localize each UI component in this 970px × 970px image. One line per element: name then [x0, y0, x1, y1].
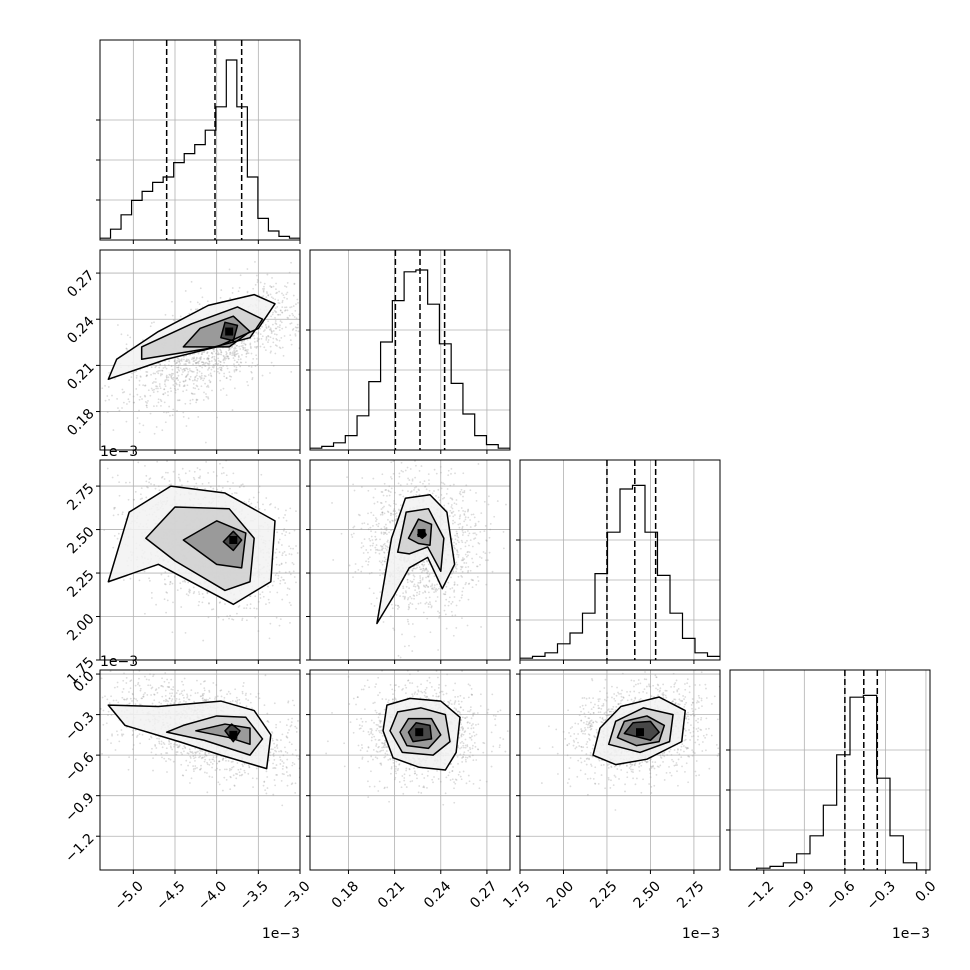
x-tick-label: 0.27	[467, 878, 500, 911]
contour-line	[220, 321, 239, 342]
contour-line	[376, 494, 456, 625]
histogram-step-line	[730, 694, 930, 870]
y-tick-label: −0.6	[62, 749, 97, 784]
scatter-panel-0-3: −5.0 −4.5 −4.0 −3.5 −3.0−1.2−0.9−0.6−0.30.0	[62, 668, 313, 913]
x-offset-label: 1e−3	[682, 926, 720, 942]
x-tick-label: 0.24	[421, 878, 454, 911]
contour-line	[389, 707, 451, 756]
contour-line	[407, 721, 433, 743]
histogram-panel-1	[306, 249, 511, 454]
y-tick-label: 2.25	[64, 567, 97, 600]
x-tick-label: 2.75	[674, 878, 707, 911]
contour-line	[107, 293, 276, 380]
density-peak	[229, 730, 238, 739]
contour-line	[407, 518, 433, 546]
y-tick-label: 2.75	[64, 480, 97, 513]
x-tick-label: −0.6	[823, 878, 858, 913]
histogram-panel-3: −1.2 −0.9 −0.6 −0.3 0.0	[726, 669, 940, 914]
scatter-panel-0-1: 0.18 0.21 0.24 0.27	[64, 249, 301, 454]
axes-frame	[99, 39, 301, 241]
density-peak	[229, 536, 238, 544]
scatter-panel-1-2	[306, 459, 511, 664]
y-tick-label: −0.9	[62, 790, 97, 825]
x-offset-label: 1e−3	[892, 926, 930, 942]
axes-frame	[309, 249, 511, 451]
y-tick-label: −1.2	[62, 831, 97, 866]
x-tick-label: −0.3	[864, 878, 899, 913]
y-tick-label: 2.00	[64, 611, 97, 644]
axes-frame	[519, 459, 721, 661]
contour-line	[195, 723, 251, 746]
y-tick-label: 0.18	[64, 406, 97, 439]
contour-line	[107, 700, 272, 770]
axes-frame	[99, 669, 301, 871]
contour-line	[382, 697, 461, 771]
y-tick-label: 0.27	[64, 267, 97, 300]
histogram-panel-2	[516, 459, 721, 664]
contour-line	[145, 506, 255, 592]
contour-line	[607, 707, 674, 754]
x-tick-label: 2.00	[544, 878, 577, 911]
y-tick-label: 0.21	[64, 360, 97, 393]
contour-line	[182, 315, 251, 348]
x-tick-label: 2.25	[587, 878, 620, 911]
contour-line	[182, 520, 247, 569]
contour-line	[396, 507, 445, 573]
x-tick-label: −4.0	[195, 878, 230, 913]
y-offset-label: 1e−3	[100, 444, 138, 460]
x-tick-label: 1.75	[500, 878, 533, 911]
contour-line	[399, 717, 442, 750]
density-peak	[225, 327, 234, 336]
y-tick-label: 2.50	[64, 524, 97, 557]
contour-line	[592, 696, 686, 766]
x-offset-label: 1e−3	[262, 926, 300, 942]
x-tick-label: −4.5	[153, 878, 188, 913]
contour-line	[623, 720, 660, 742]
contour-line	[416, 528, 427, 540]
y-offset-label: 1e−3	[100, 654, 138, 670]
axes-frame	[99, 249, 301, 451]
contour-line	[224, 723, 241, 743]
contour-line	[165, 715, 264, 756]
x-tick-label: 2.50	[631, 878, 664, 911]
axes-frame	[729, 669, 931, 871]
axes-frame	[309, 459, 511, 661]
axes-frame	[99, 459, 301, 661]
contour-line	[616, 715, 666, 747]
histogram-panel-0	[96, 39, 301, 244]
x-tick-label: 0.21	[375, 878, 408, 911]
scatter-panel-1-3: 0.18 0.21 0.24 0.27	[306, 669, 511, 912]
x-tick-label: 0.0	[913, 878, 940, 905]
scatter-panel-0-2: 1.752.002.252.502.75	[64, 459, 301, 688]
x-tick-label: 0.18	[329, 878, 362, 911]
density-peak	[636, 728, 644, 737]
histogram-step-line	[520, 484, 720, 659]
histogram-step-line	[310, 269, 510, 449]
x-tick-label: −3.0	[278, 878, 313, 913]
x-tick-label: −0.9	[783, 878, 818, 913]
y-tick-label: 0.24	[64, 314, 97, 347]
axes-frame	[519, 669, 721, 871]
x-tick-label: −3.5	[237, 878, 272, 913]
histogram-step-line	[100, 59, 300, 239]
contour-line	[107, 485, 276, 606]
x-tick-label: −5.0	[112, 878, 147, 913]
scatter-panel-2-3: 1.75 2.00 2.25 2.50 2.75	[500, 669, 721, 912]
x-tick-label: −1.2	[742, 878, 777, 913]
contour-line	[222, 530, 243, 552]
axes-frame	[309, 669, 511, 871]
density-peak	[417, 529, 426, 538]
density-band	[183, 520, 246, 568]
density-peak	[415, 728, 424, 737]
y-tick-label: −0.3	[62, 709, 97, 744]
